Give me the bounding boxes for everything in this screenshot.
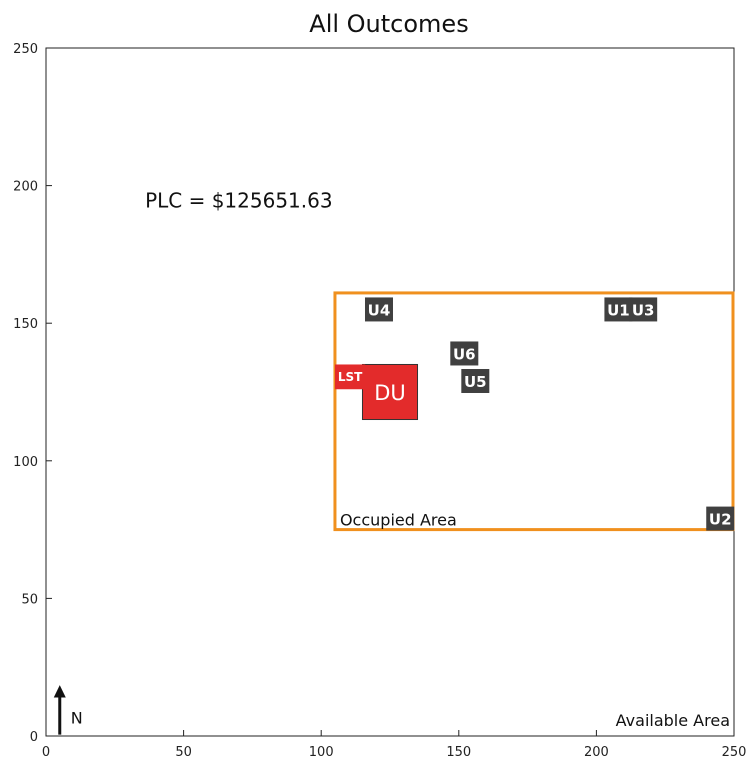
unit-box [629, 297, 658, 322]
du-label: DU [374, 381, 406, 405]
occupied-area-label: Occupied Area [340, 511, 457, 530]
x-tick-label: 200 [584, 745, 609, 760]
du-rect [361, 363, 419, 421]
plc-annotation: PLC = $125651.63 [145, 189, 333, 213]
unit-box [450, 341, 479, 366]
y-tick-label: 50 [21, 592, 38, 607]
lst-rect [334, 364, 366, 390]
x-axis: 0 50 100 150 200 250 [42, 730, 747, 760]
unit-marker-u5: U5 [461, 368, 490, 393]
occupied-area-boundary [333, 291, 735, 532]
y-tick-label: 250 [13, 42, 38, 57]
north-arrow-icon [53, 685, 66, 735]
unit-label: U3 [632, 301, 655, 319]
x-tick-label: 150 [446, 745, 471, 760]
unit-box [706, 506, 735, 531]
y-tick-label: 200 [13, 180, 38, 195]
unit-label: U6 [453, 345, 476, 363]
unit-marker-u3: U3 [629, 297, 658, 322]
x-tick-label: 50 [175, 745, 192, 760]
lst-building: LST [334, 364, 366, 390]
y-axis: 0 50 100 150 200 250 [13, 42, 52, 745]
lst-label: LST [338, 370, 363, 384]
chart-title: All Outcomes [309, 10, 468, 38]
unit-box [461, 368, 490, 393]
y-tick-label: 0 [30, 730, 38, 745]
unit-box [604, 297, 633, 322]
unit-markers: U4 U1 U3 U6 U5 U2 [364, 297, 735, 531]
unit-label: U5 [464, 373, 487, 391]
y-tick-label: 100 [13, 455, 38, 470]
x-tick-label: 0 [42, 745, 50, 760]
unit-box [364, 297, 393, 322]
y-tick-label: 150 [13, 317, 38, 332]
unit-label: U1 [607, 301, 630, 319]
unit-marker-u6: U6 [450, 341, 479, 366]
north-label: N [71, 709, 83, 728]
available-area-label: Available Area [616, 711, 730, 730]
unit-marker-u1: U1 [604, 297, 633, 322]
du-building: DU [361, 363, 419, 421]
x-tick-label: 100 [309, 745, 334, 760]
unit-marker-u2: U2 [706, 506, 735, 531]
unit-label: U4 [368, 301, 391, 319]
unit-label: U2 [709, 511, 732, 529]
x-tick-label: 250 [722, 745, 747, 760]
unit-marker-u4: U4 [364, 297, 393, 322]
